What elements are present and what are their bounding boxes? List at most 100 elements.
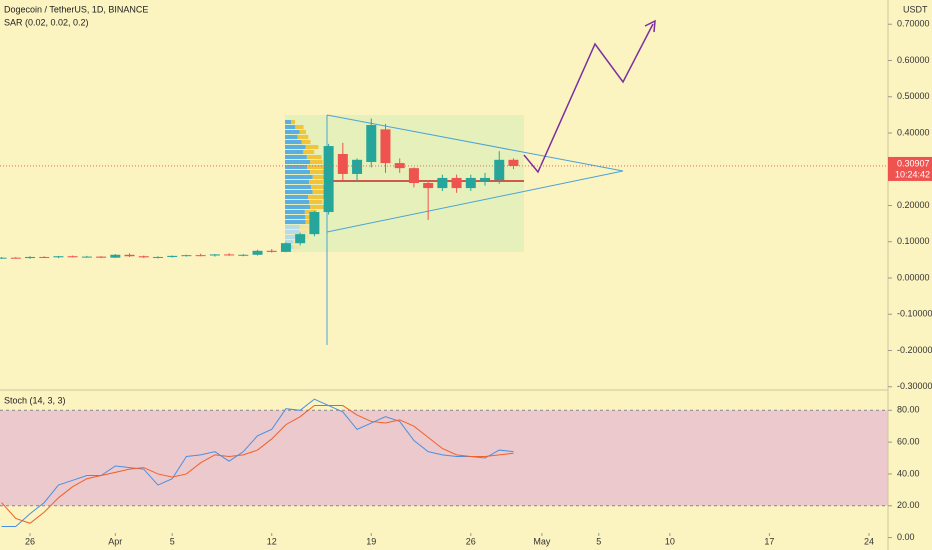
candle-body — [508, 159, 519, 166]
profile-bar — [285, 195, 309, 199]
candle-body — [124, 254, 135, 257]
profile-bar — [285, 230, 300, 234]
candle-body — [110, 254, 121, 258]
x-tick-label: 19 — [366, 536, 376, 546]
profile-bar — [285, 215, 306, 219]
candle-body — [451, 177, 462, 189]
indicator-label: SAR (0.02, 0.02, 0.2) — [4, 17, 89, 27]
profile-bar — [312, 190, 327, 194]
candle-body — [209, 254, 220, 256]
candle-body — [0, 257, 7, 259]
candle-body — [67, 256, 78, 258]
y-tick-label: 0.60000 — [897, 55, 930, 65]
y-tick-label: 60.00 — [897, 436, 920, 446]
x-tick-label: 24 — [864, 536, 874, 546]
profile-bar — [312, 175, 330, 179]
stoch-line — [1, 398, 514, 527]
profile-bar — [295, 125, 304, 129]
candle-body — [494, 159, 505, 181]
candle-body — [152, 256, 163, 258]
volume-profile — [285, 120, 330, 249]
triangle — [326, 114, 624, 233]
x-tick-label: Apr — [108, 536, 122, 546]
y-tick-label: 40.00 — [897, 468, 920, 478]
profile-bar — [293, 245, 300, 249]
profile-bar — [299, 130, 306, 134]
y-tick-label: -0.20000 — [897, 345, 932, 355]
candle-body — [25, 256, 36, 259]
profile-bar — [285, 185, 311, 189]
profile-bar — [305, 145, 319, 149]
candle-body — [238, 254, 249, 256]
axis-unit: USDT — [903, 4, 928, 14]
y-tick-label: 0.40000 — [897, 127, 930, 137]
candle-body — [167, 255, 178, 257]
y-tick-label: -0.30000 — [897, 381, 932, 391]
profile-bar — [310, 205, 326, 209]
profile-bar — [285, 220, 306, 224]
candle-body — [252, 250, 263, 255]
candle-body — [181, 255, 192, 257]
profile-bar — [310, 170, 324, 174]
profile-bar — [285, 210, 305, 214]
countdown: 10:24:42 — [895, 169, 930, 179]
stoch-line — [1, 405, 514, 524]
profile-bar — [285, 135, 298, 139]
profile-bar — [308, 195, 325, 199]
profile-bar — [285, 130, 300, 134]
candle-body — [323, 146, 334, 213]
profile-bar — [307, 165, 324, 169]
profile-bar — [285, 145, 306, 149]
profile-bar — [308, 180, 323, 184]
y-tick-label: 0.70000 — [897, 19, 930, 29]
profile-bar — [297, 135, 309, 139]
candle-body — [437, 177, 448, 189]
profile-bar — [285, 155, 307, 159]
y-tick-label: 20.00 — [897, 500, 920, 510]
candle-body — [408, 168, 419, 184]
candle-body — [266, 250, 277, 252]
profile-bar — [310, 185, 328, 189]
x-tick-label: 26 — [466, 536, 476, 546]
candle-body — [138, 256, 149, 258]
arrow-head — [644, 19, 656, 33]
candle-body — [309, 212, 320, 235]
profile-bar — [285, 180, 309, 184]
profile-bar — [299, 230, 308, 234]
price-tag — [888, 156, 932, 181]
x-tick-label: 17 — [764, 536, 774, 546]
candle-body — [53, 256, 64, 258]
stoch-title: Stoch (14, 3, 3) — [4, 395, 66, 405]
profile-bar — [285, 200, 310, 204]
x-tick-label: 5 — [170, 536, 175, 546]
y-tick-label: 0.20000 — [897, 200, 930, 210]
profile-bar — [304, 210, 317, 214]
profile-bar — [285, 165, 308, 169]
profile-bar — [285, 235, 300, 239]
x-tick-label: May — [533, 536, 551, 546]
profile-bar — [285, 190, 313, 194]
candle-body — [280, 243, 291, 252]
y-tick-label: 80.00 — [897, 405, 920, 415]
profile-bar — [285, 150, 304, 154]
x-tick-label: 26 — [25, 536, 35, 546]
candle-body — [366, 125, 377, 162]
candle-body — [352, 159, 363, 174]
candle-body — [380, 129, 391, 164]
profile-bar — [285, 225, 300, 229]
profile-bar — [306, 155, 322, 159]
stoch-band — [0, 410, 888, 506]
profile-bar — [285, 170, 311, 174]
profile-bar — [285, 205, 311, 209]
y-tick-label: -0.10000 — [897, 309, 932, 319]
candle-body — [10, 257, 21, 259]
x-tick-label: 5 — [596, 536, 601, 546]
profile-bar — [285, 120, 291, 124]
price-tag-label: 0.30907 — [897, 158, 930, 168]
profile-bar — [299, 225, 312, 229]
candle-body — [295, 234, 306, 244]
x-tick-label: 10 — [665, 536, 675, 546]
candle-body — [96, 256, 107, 258]
